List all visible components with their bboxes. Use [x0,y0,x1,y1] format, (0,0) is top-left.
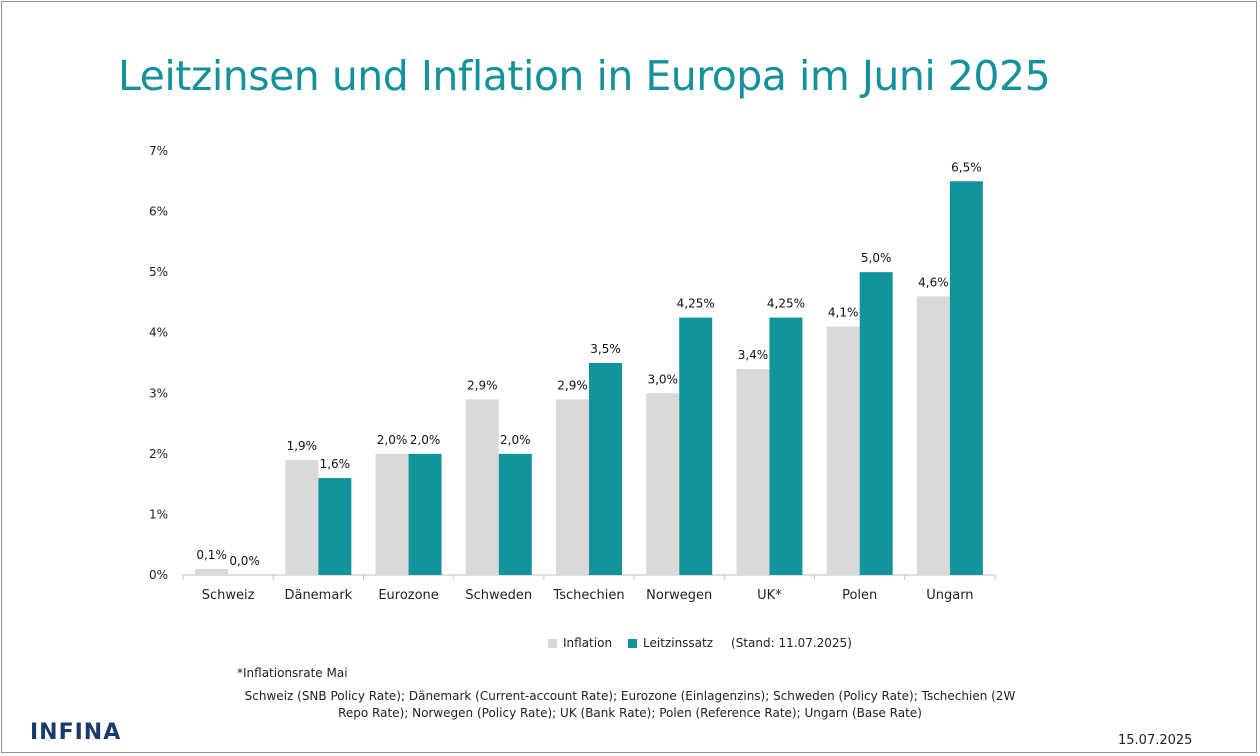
x-category-label: Schweiz [202,588,255,603]
data-label-leitzinssatz: 2,0% [410,433,441,447]
data-label-inflation: 3,0% [647,372,678,386]
bar-inflation [375,453,409,575]
legend-swatch-inflation [548,638,557,648]
bar-leitzinssatz [859,272,893,575]
data-label-inflation: 1,9% [287,439,318,453]
x-category-label: UK* [757,588,782,603]
stand-date-note: (Stand: 11.07.2025) [731,636,852,650]
y-tick-label: 0% [149,568,168,582]
y-tick-label: 3% [149,386,168,400]
data-label-leitzinssatz: 0,0% [229,554,260,568]
legend-item-leitzins: Leitzinssatz [628,636,713,650]
x-category-label: Polen [842,588,877,603]
bar-inflation [736,369,770,575]
infina-logo: INFINA [30,720,122,745]
y-tick-label: 6% [149,205,168,219]
y-tick-label: 4% [149,326,168,340]
data-label-leitzinssatz: 1,6% [320,457,351,471]
y-tick-label: 1% [149,507,168,521]
legend-swatch-leitzins [628,638,638,648]
data-label-leitzinssatz: 4,25% [677,297,715,311]
y-tick-label: 7% [149,144,168,158]
bar-leitzinssatz [679,317,713,575]
data-label-inflation: 2,9% [557,378,588,392]
data-label-inflation: 4,6% [918,275,949,289]
footer-date: 15.07.2025 [1118,733,1193,748]
bar-inflation [285,459,319,575]
bar-leitzinssatz [589,363,622,575]
data-label-leitzinssatz: 3,5% [590,342,621,356]
data-label-inflation: 3,4% [738,348,769,362]
bar-leitzinssatz [769,317,803,575]
bar-inflation [826,326,860,575]
legend-item-inflation: Inflation [548,636,612,650]
bar-leitzinssatz [408,453,442,575]
legend-label-leitzins: Leitzinssatz [643,636,714,650]
x-category-label: Norwegen [646,588,712,603]
data-label-leitzinssatz: 2,0% [500,433,531,447]
data-label-inflation: 0,1% [196,548,227,562]
bar-inflation [916,296,950,575]
data-label-leitzinssatz: 5,0% [861,251,892,265]
data-label-leitzinssatz: 6,5% [951,160,982,174]
bar-leitzinssatz [498,453,532,575]
bar-inflation [556,399,589,575]
bar-inflation [646,393,680,575]
chart-title: Leitzinsen und Inflation in Europa im Ju… [118,52,1051,100]
x-category-label: Eurozone [378,588,438,603]
bar-leitzinssatz [318,478,352,575]
chart-legend: Inflation Leitzinssatz (Stand: 11.07.202… [548,636,852,650]
x-category-label: Schweden [465,588,532,603]
y-tick-label: 2% [149,447,168,461]
data-label-leitzinssatz: 4,25% [767,297,805,311]
data-label-inflation: 2,0% [377,433,408,447]
x-category-label: Dänemark [284,588,352,603]
bar-leitzinssatz [949,181,983,576]
sources-note: Schweiz (SNB Policy Rate); Dänemark (Cur… [244,689,1016,720]
bar-inflation [195,568,229,575]
data-label-inflation: 2,9% [467,378,498,392]
y-tick-label: 5% [149,265,168,279]
x-category-label: Ungarn [926,588,973,603]
data-label-inflation: 4,1% [828,306,859,320]
legend-label-inflation: Inflation [563,636,613,650]
bar-inflation [465,399,499,575]
footnote: *Inflationsrate Mai [237,666,348,680]
x-category-label: Tschechien [552,588,624,603]
